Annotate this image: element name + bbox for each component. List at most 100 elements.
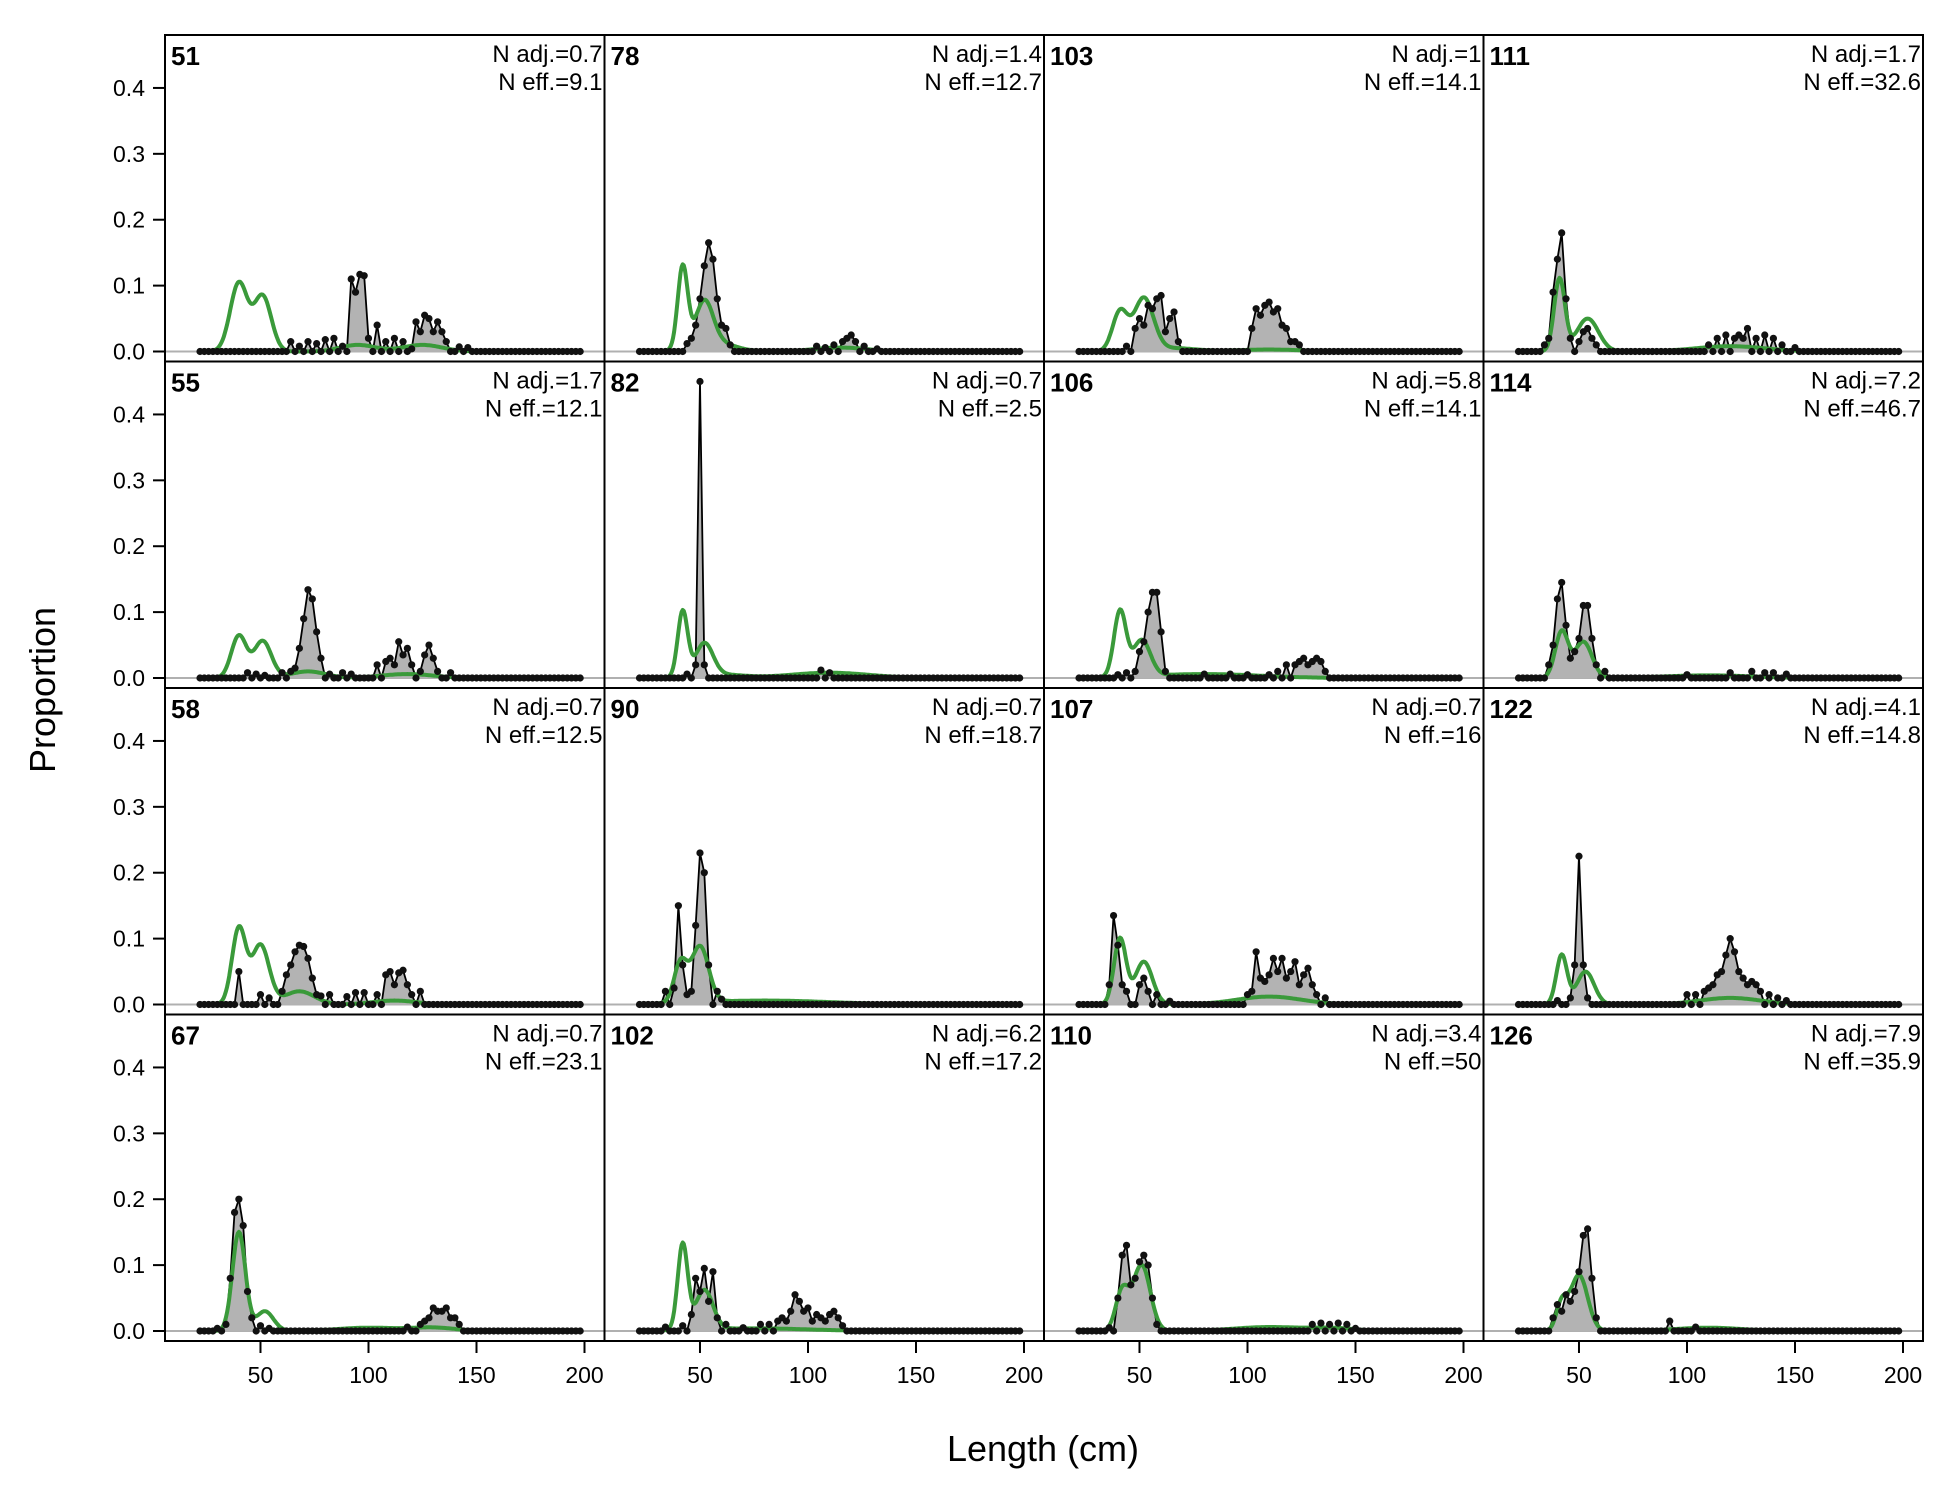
- observed-point: [1558, 578, 1566, 587]
- observed-point: [321, 1000, 329, 1009]
- x-tick-label: 100: [349, 1362, 387, 1388]
- observed-point: [817, 666, 825, 674]
- observed-point: [300, 942, 308, 951]
- observed-point: [274, 674, 282, 682]
- n-eff-label: N eff.=46.7: [1803, 396, 1921, 423]
- observed-point: [1274, 667, 1282, 676]
- panel-67: 67 N adj.=0.7N eff.=23.1: [164, 1013, 606, 1342]
- observed-point: [687, 674, 695, 682]
- observed-point: [791, 1291, 799, 1299]
- observed-point: [1765, 991, 1773, 999]
- observed-point: [834, 347, 842, 356]
- observed-point: [1584, 994, 1592, 1002]
- observed-point: [821, 674, 829, 682]
- observed-point: [408, 661, 416, 669]
- observed-area: [639, 852, 1020, 1005]
- observed-area: [1518, 232, 1899, 352]
- n-eff-label: N eff.=16: [1384, 722, 1482, 749]
- observed-point: [1566, 994, 1574, 1002]
- y-tick-label: 0.4: [113, 401, 145, 427]
- observed-point: [1127, 347, 1135, 356]
- y-tick-label: 0.0: [113, 992, 145, 1018]
- x-tick-label: 150: [897, 1362, 935, 1388]
- observed-point: [1735, 967, 1743, 976]
- n-adj-label: N adj.=1.4: [932, 41, 1042, 68]
- observed-point: [808, 347, 816, 356]
- n-adj-label: N adj.=0.7: [1371, 694, 1481, 721]
- observed-point: [1278, 674, 1286, 682]
- observed-point: [1148, 305, 1157, 313]
- panel-106: 106 N adj.=5.8N eff.=14.1: [1043, 360, 1485, 689]
- observed-point: [274, 1000, 282, 1009]
- observed-point: [1540, 674, 1549, 682]
- observed-point: [830, 341, 838, 349]
- n-eff-label: N eff.=12.1: [485, 396, 603, 423]
- observed-point: [692, 321, 700, 329]
- observed-point: [851, 338, 860, 346]
- observed-point: [1135, 1258, 1144, 1266]
- panel-55: 55 N adj.=1.7N eff.=12.1: [164, 360, 606, 689]
- observed-point: [282, 674, 291, 682]
- observed-point: [1661, 1327, 1669, 1335]
- observed-point: [1722, 951, 1730, 959]
- observed-point: [455, 1320, 463, 1329]
- expected-line: [199, 279, 582, 354]
- y-tick-label: 0.4: [113, 1054, 145, 1080]
- observed-point: [442, 674, 450, 682]
- observed-point: [1343, 1320, 1351, 1329]
- panel-label: 55: [171, 368, 200, 398]
- y-axis: 0.0 0.1 0.2 0.3 0.4 0.0 0.1 0.2 0.3 0.4 0.0 0.1 0.2 0…: [113, 35, 166, 1344]
- observed-point: [1566, 1297, 1574, 1305]
- observed-point: [705, 961, 713, 969]
- observed-point: [334, 347, 342, 356]
- observed-point: [399, 338, 407, 346]
- observed-point: [1571, 1287, 1579, 1296]
- observed-point: [1252, 305, 1260, 313]
- observed-point: [239, 674, 247, 682]
- observed-point: [1575, 852, 1583, 860]
- observed-point: [1269, 954, 1278, 962]
- observed-point: [226, 1274, 234, 1282]
- observed-point: [1895, 1000, 1903, 1009]
- observed-point: [1601, 667, 1609, 676]
- observed-point: [1122, 987, 1131, 995]
- observed-point: [425, 1314, 433, 1322]
- n-adj-label: N adj.=4.1: [1811, 694, 1921, 721]
- observed-point: [1330, 1327, 1338, 1335]
- n-eff-label: N eff.=35.9: [1803, 1049, 1921, 1076]
- observed-point: [313, 339, 321, 348]
- n-eff-label: N eff.=14.1: [1364, 69, 1482, 96]
- observed-point: [308, 595, 316, 603]
- observed-point: [795, 1297, 803, 1305]
- observed-point: [421, 651, 429, 659]
- observed-point: [1016, 674, 1024, 682]
- observed-point: [1243, 347, 1252, 356]
- n-adj-label: N adj.=3.4: [1371, 1021, 1481, 1048]
- observed-point: [1769, 669, 1777, 677]
- observed-area: [1079, 295, 1460, 352]
- observed-point: [434, 667, 442, 676]
- observed-point: [692, 661, 700, 669]
- observed-point: [1157, 291, 1165, 300]
- observed-point: [576, 347, 584, 356]
- observed-point: [1256, 311, 1265, 319]
- observed-point: [1248, 987, 1256, 995]
- observed-point: [1761, 669, 1769, 677]
- observed-point: [369, 347, 377, 356]
- observed-point: [700, 869, 708, 877]
- observed-point: [1282, 974, 1290, 982]
- observed-point: [334, 674, 342, 682]
- observed-point: [377, 674, 386, 682]
- observed-line: [1079, 591, 1460, 681]
- observed-point: [1895, 1327, 1903, 1335]
- observed-point: [265, 994, 273, 1002]
- observed-point: [722, 324, 730, 333]
- observed-point: [1308, 981, 1316, 989]
- panel-label: 82: [611, 368, 640, 398]
- observed-point: [252, 1327, 260, 1335]
- observed-point: [1748, 667, 1756, 676]
- observed-point: [1769, 1000, 1777, 1009]
- observed-point: [300, 347, 308, 356]
- observed-point: [313, 628, 321, 636]
